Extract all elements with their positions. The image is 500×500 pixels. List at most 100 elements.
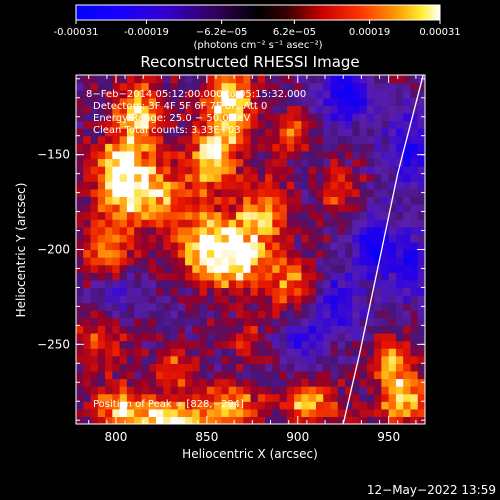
heatmap-cell: [257, 158, 266, 167]
heatmap-cell: [83, 211, 92, 220]
heatmap-cell: [403, 287, 412, 296]
heatmap-cell: [359, 105, 368, 114]
heatmap-cell: [228, 355, 237, 364]
heatmap-cell: [90, 203, 99, 213]
heatmap-cell: [388, 105, 397, 114]
heatmap-cell: [410, 401, 419, 410]
heatmap-cell: [352, 249, 361, 258]
heatmap-cell: [308, 211, 317, 220]
heatmap-cell: [417, 234, 425, 243]
heatmap-cell: [214, 203, 223, 213]
heatmap-cell: [221, 75, 230, 84]
heatmap-cell: [315, 310, 324, 319]
heatmap-cell: [294, 135, 302, 144]
heatmap-cell: [257, 234, 266, 243]
heatmap-cell: [410, 279, 419, 289]
heatmap-cell: [105, 257, 113, 266]
heatmap-cell: [403, 378, 412, 387]
heatmap-cell: [163, 264, 172, 273]
heatmap-cell: [141, 332, 150, 342]
heatmap-cell: [337, 348, 346, 357]
heatmap-cell: [315, 393, 324, 402]
heatmap-cell: [352, 317, 361, 326]
heatmap-cell: [105, 219, 113, 228]
heatmap-cell: [265, 401, 273, 410]
heatmap-cell: [134, 90, 143, 99]
heatmap-cell: [126, 234, 135, 243]
heatmap-cell: [214, 332, 223, 342]
heatmap-cell: [279, 378, 288, 387]
heatmap-cell: [315, 181, 324, 190]
heatmap-cell: [170, 90, 179, 99]
heatmap-cell: [199, 105, 208, 114]
heatmap-cell: [417, 310, 425, 319]
heatmap-cell: [337, 241, 346, 251]
heatmap-cell: [177, 226, 186, 235]
heatmap-cell: [119, 332, 128, 342]
heatmap-cell: [257, 75, 266, 84]
heatmap-cell: [192, 158, 201, 167]
heatmap-cell: [308, 340, 317, 349]
heatmap-cell: [163, 386, 172, 395]
heatmap-cell: [112, 166, 121, 175]
heatmap-cell: [337, 325, 346, 334]
heatmap-cell: [286, 348, 295, 357]
heatmap-cell: [97, 340, 106, 349]
heatmap-cell: [235, 128, 244, 137]
heatmap-cell: [301, 188, 310, 197]
heatmap-cell: [410, 97, 419, 106]
heatmap-cell: [105, 302, 113, 311]
heatmap-cell: [235, 295, 244, 304]
heatmap-cell: [177, 173, 186, 182]
heatmap-cell: [155, 310, 164, 319]
heatmap-cell: [272, 332, 281, 342]
heatmap-cell: [323, 317, 332, 326]
heatmap-cell: [97, 310, 106, 319]
heatmap-cell: [294, 82, 302, 91]
heatmap-cell: [97, 143, 106, 152]
heatmap-cell: [330, 226, 339, 235]
heatmap-cell: [395, 173, 404, 182]
heatmap-cell: [141, 355, 150, 364]
heatmap-cell: [148, 257, 157, 266]
heatmap-cell: [257, 370, 266, 380]
heatmap-cell: [337, 90, 346, 99]
heatmap-cell: [119, 317, 128, 326]
heatmap-cell: [352, 188, 361, 197]
heatmap-cell: [177, 295, 186, 304]
heatmap-cell: [330, 196, 339, 205]
heatmap-cell: [374, 287, 382, 296]
heatmap-cell: [417, 408, 425, 418]
heatmap-cell: [403, 279, 412, 289]
heatmap-cell: [308, 401, 317, 410]
heatmap-cell: [395, 302, 404, 311]
heatmap-cell: [323, 166, 332, 175]
heatmap-cell: [148, 219, 157, 228]
heatmap-cell: [279, 249, 288, 258]
heatmap-cell: [257, 317, 266, 326]
heatmap-cell: [97, 317, 106, 326]
heatmap-cell: [148, 355, 157, 364]
heatmap-cell: [265, 211, 273, 220]
heatmap-cell: [112, 105, 121, 114]
heatmap-cell: [214, 249, 223, 258]
heatmap-cell: [272, 196, 281, 205]
heatmap-cell: [148, 188, 157, 197]
colorbar-tick-label: 6.2e−05: [273, 27, 316, 38]
heatmap-cell: [417, 105, 425, 114]
heatmap-cell: [330, 355, 339, 364]
heatmap-cell: [250, 196, 259, 205]
heatmap-cell: [185, 325, 193, 334]
heatmap-cell: [388, 340, 397, 349]
heatmap-cell: [381, 401, 390, 410]
heatmap-cell: [272, 272, 281, 281]
heatmap-cell: [97, 105, 106, 114]
heatmap-cell: [83, 257, 92, 266]
heatmap-cell: [76, 166, 84, 175]
heatmap-cell: [119, 401, 128, 410]
heatmap-cell: [308, 226, 317, 235]
heatmap-cell: [228, 279, 237, 289]
heatmap-cell: [265, 181, 273, 190]
heatmap-cell: [76, 128, 84, 137]
heatmap-cell: [337, 173, 346, 182]
